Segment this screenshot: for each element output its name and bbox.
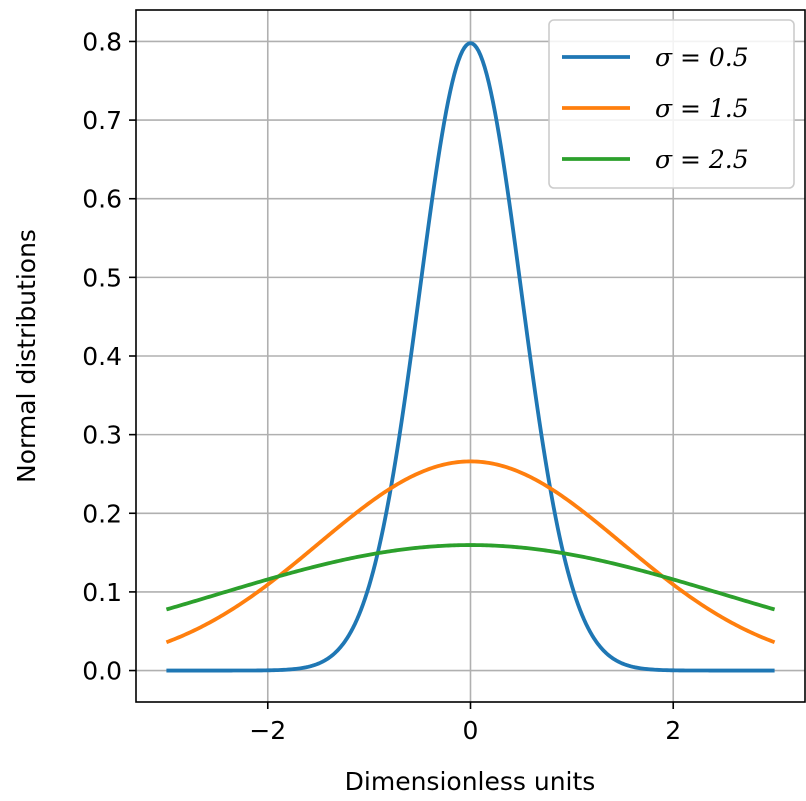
y-tick-label: 0.8	[82, 27, 122, 56]
x-axis-label: Dimensionless units	[345, 767, 596, 796]
y-tick-label: 0.2	[82, 499, 122, 528]
y-axis-label: Normal distributions	[12, 229, 41, 483]
y-tick-label: 0.4	[82, 342, 122, 371]
y-tick-label: 0.0	[82, 657, 122, 686]
series-line	[165, 543, 776, 612]
x-tick-label: −2	[249, 716, 286, 745]
y-tick-label: 0.1	[82, 578, 122, 607]
x-tick-label: 2	[665, 716, 681, 745]
x-tick-label: 0	[463, 716, 479, 745]
y-tick-label: 0.3	[82, 421, 122, 450]
legend-label: σ = 0.5	[655, 43, 749, 72]
legend-label: σ = 1.5	[655, 94, 749, 123]
legend-label: σ = 2.5	[655, 145, 749, 174]
legend: σ = 0.5 σ = 1.5 σ = 2.5	[548, 19, 795, 189]
axis-ticks: −2 0 2 0.0 0.1 0.2 0.3 0.4 0.5 0.6 0.7 0.8	[82, 27, 681, 745]
series-line	[166, 41, 775, 673]
y-tick-label: 0.7	[82, 106, 122, 135]
y-tick-label: 0.5	[82, 263, 122, 292]
legend-box	[548, 19, 795, 189]
y-tick-label: 0.6	[82, 185, 122, 214]
series-line	[165, 459, 776, 645]
series-lines	[165, 41, 776, 673]
